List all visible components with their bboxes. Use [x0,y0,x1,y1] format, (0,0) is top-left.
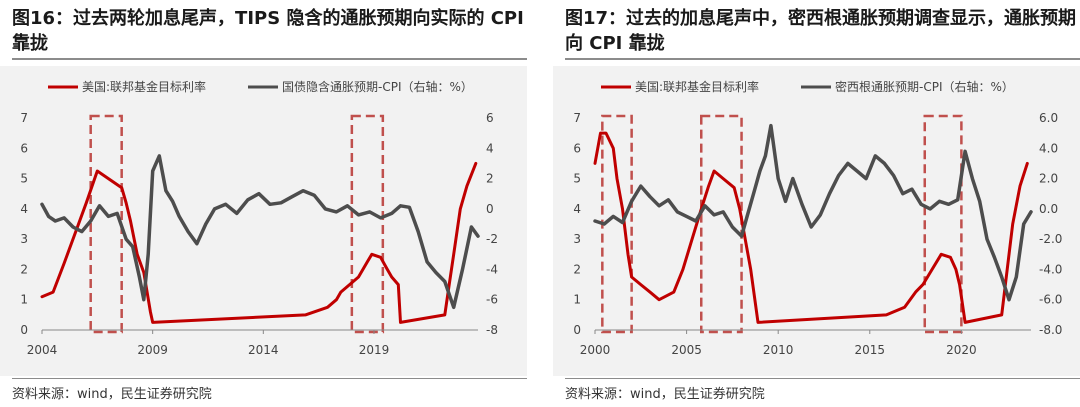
y-left-tick-label: 4 [20,202,28,216]
figure-title: 图17：过去的加息尾声中，密西根通胀预期调查显示，通胀预期向 CPI 靠拢 [565,8,1077,54]
series-line-fed-funds [40,161,478,324]
y-right-tick-label: 2.0 [1039,172,1058,186]
y-left-tick-label: 2 [20,262,28,276]
legend-label-fed-funds: 美国:联邦基金目标利率 [82,79,206,94]
y-right-tick-label: 4 [486,141,494,155]
y-right-tick-label: 0.0 [1039,202,1058,216]
y-left-tick-label: 4 [573,202,581,216]
series-line-inflation [40,154,480,310]
y-right-tick-label: -8 [486,323,498,337]
y-left-tick-label: 7 [20,111,28,125]
y-right-tick-label: -6 [486,293,498,307]
x-tick-label: 2010 [763,343,794,357]
y-right-tick-label: 6.0 [1039,111,1058,125]
y-left-tick-label: 0 [20,323,28,337]
highlight-box [89,114,123,334]
legend-label-inflation: 密西根通胀预期-CPI（右轴：%） [835,79,1014,94]
line-chart-fed-vs-michigan: 美国:联邦基金目标利率 密西根通胀预期-CPI（右轴：%） 0 1 2 3 4 5 6 7 -8.0… [573,79,1062,357]
y-right-tick-label: 4.0 [1039,141,1058,155]
y-right-tick-label: -2 [486,232,498,246]
y-left-tick-label: 6 [573,141,581,155]
x-tick-label: 2009 [137,343,168,357]
y-right-tick-label: -6.0 [1039,293,1062,307]
source-divider [12,378,527,379]
y-left-tick-label: 2 [573,262,581,276]
y-left-tick-label: 1 [20,293,28,307]
x-tick-label: 2020 [946,343,977,357]
line-chart-fed-vs-tips: 美国:联邦基金目标利率 国债隐含通胀预期-CPI（右轴：%） 0 1 2 3 4 5 6 7 -8 -… [20,79,498,357]
y-left-tick-label: 6 [20,141,28,155]
y-left-tick-label: 0 [573,323,581,337]
y-left-tick-label: 1 [573,293,581,307]
x-tick-label: 2004 [27,343,58,357]
figure-title: 图16：过去两轮加息尾声，TIPS 隐含的通胀预期向实际的 CPI 靠拢 [12,8,524,54]
x-tick-label: 2019 [359,343,390,357]
figure-17-panel: 图17：过去的加息尾声中，密西根通胀预期调查显示，通胀预期向 CPI 靠拢 美国… [553,0,1080,407]
legend-label-inflation: 国债隐含通胀预期-CPI（右轴：%） [282,79,473,94]
title-divider [565,58,1080,60]
legend-label-fed-funds: 美国:联邦基金目标利率 [635,79,759,94]
x-tick-label: 2005 [671,343,702,357]
y-right-tick-label: -8.0 [1039,323,1062,337]
series-line-inflation [593,123,1033,302]
y-right-tick-label: -4.0 [1039,262,1062,276]
y-left-tick-label: 7 [573,111,581,125]
series-line-fed-funds [593,131,1029,324]
title-divider [12,58,527,60]
x-tick-label: 2000 [580,343,611,357]
y-left-tick-label: 3 [573,232,581,246]
y-left-tick-label: 5 [573,172,581,186]
source-divider [565,378,1080,379]
y-right-tick-label: 0 [486,202,494,216]
y-right-tick-label: -2.0 [1039,232,1062,246]
y-left-tick-label: 5 [20,172,28,186]
x-tick-label: 2014 [248,343,279,357]
chart-area: 美国:联邦基金目标利率 密西根通胀预期-CPI（右轴：%） 0 1 2 3 4 5 6 7 -8.0… [553,66,1080,376]
y-left-tick-label: 3 [20,232,28,246]
source-note: 资料来源：wind，民生证券研究院 [12,387,212,402]
y-right-tick-label: 2 [486,172,494,186]
y-right-tick-label: -4 [486,262,498,276]
source-note: 资料来源：wind，民生证券研究院 [565,387,765,402]
x-tick-label: 2015 [855,343,886,357]
figure-16-panel: 图16：过去两轮加息尾声，TIPS 隐含的通胀预期向实际的 CPI 靠拢 美国:… [0,0,527,407]
highlight-box [700,114,743,334]
chart-area: 美国:联邦基金目标利率 国债隐含通胀预期-CPI（右轴：%） 0 1 2 3 4 5 6 7 -8 -… [0,66,527,376]
y-right-tick-label: 6 [486,111,494,125]
highlight-box [350,114,385,334]
highlight-box [923,114,963,334]
